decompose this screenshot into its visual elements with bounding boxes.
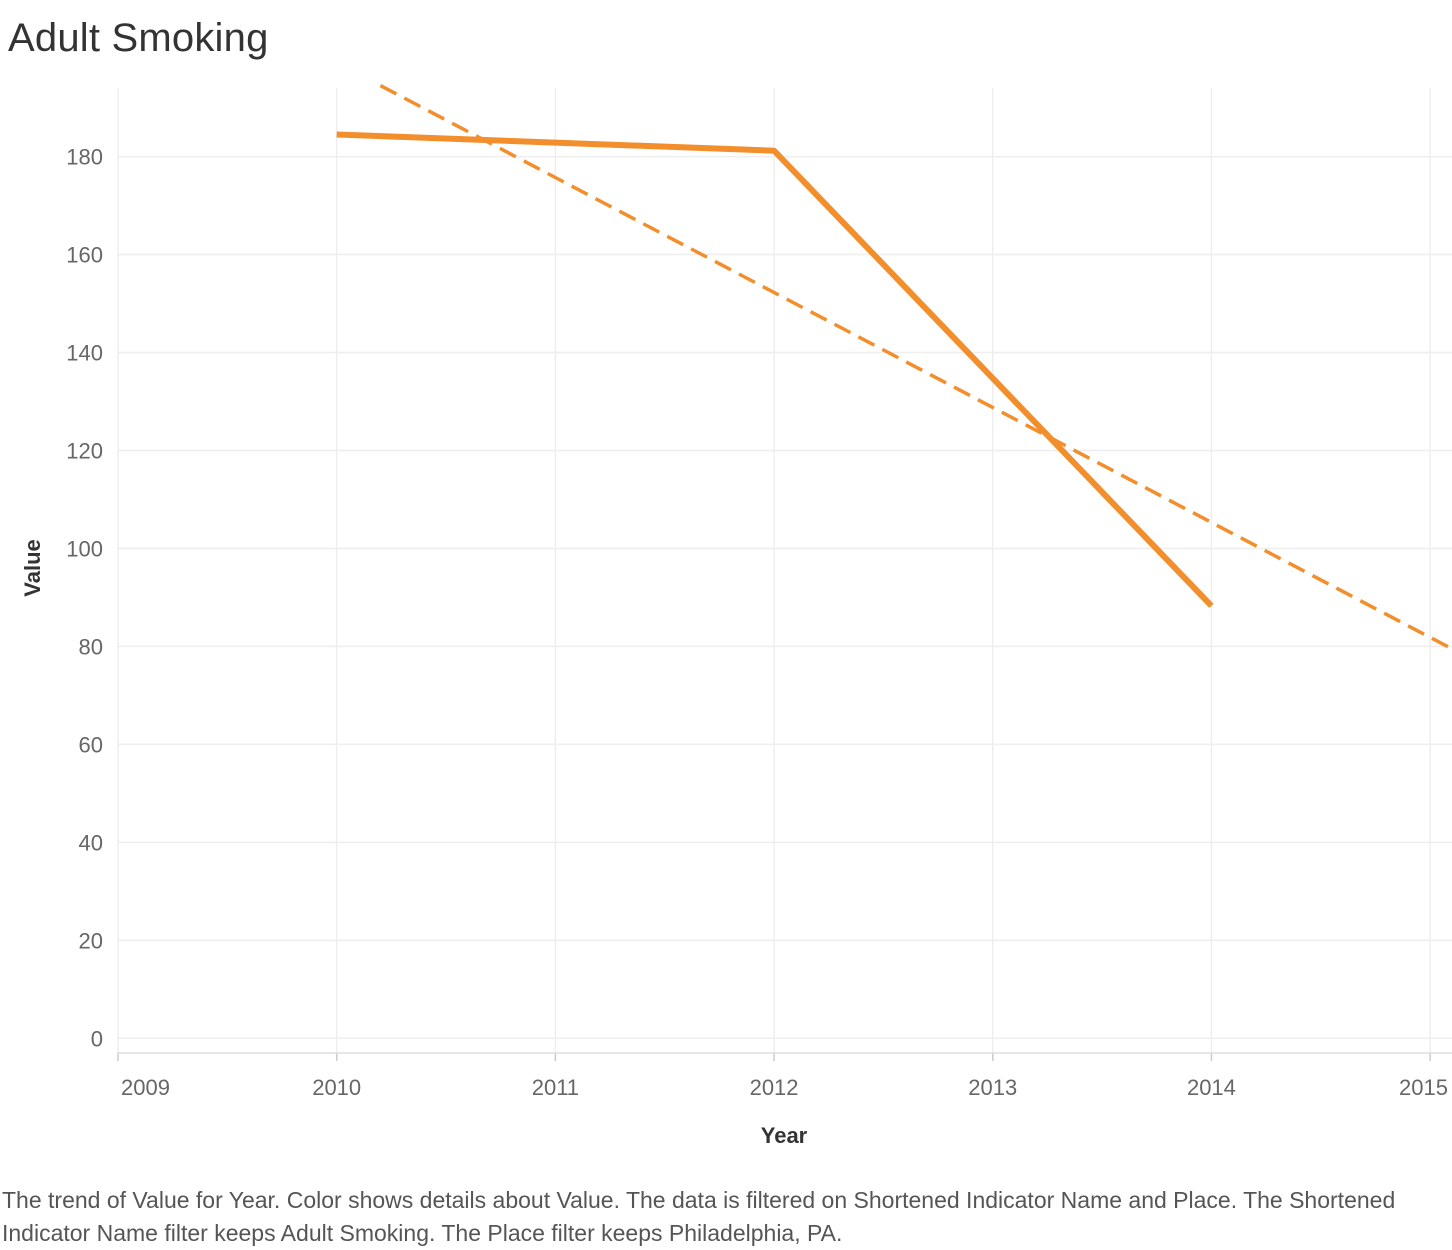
y-tick-label: 0 — [91, 1026, 103, 1051]
series-group — [336, 131, 1214, 608]
y-axis-title: Value — [20, 539, 45, 596]
trend-line-group — [379, 84, 1452, 651]
x-tick-label: 2012 — [750, 1075, 799, 1100]
x-axis-title: Year — [761, 1123, 808, 1148]
x-tick-label: 2011 — [532, 1075, 579, 1100]
chart-title: Adult Smoking — [8, 16, 269, 60]
chart-caption: The trend of Value for Year. Color shows… — [2, 1187, 1396, 1246]
y-tick-label: 180 — [66, 145, 103, 170]
x-tick-label: 2014 — [1187, 1075, 1236, 1100]
tick-labels: 0 20 40 60 80 100 120 140 160 180 2009 2010 2011 2012… — [66, 145, 1448, 1100]
x-tick-label: 2013 — [968, 1075, 1017, 1100]
gridlines — [117, 88, 1452, 1053]
x-tick-label: 2009 — [121, 1075, 170, 1100]
y-tick-label: 60 — [79, 732, 103, 757]
y-tick-label: 80 — [79, 634, 103, 659]
y-tick-label: 100 — [66, 536, 103, 561]
x-tick-label: 2015 — [1399, 1075, 1448, 1100]
axes — [117, 1052, 1452, 1061]
trend-line — [379, 84, 1452, 651]
y-tick-label: 160 — [66, 243, 103, 268]
line-chart: 0 20 40 60 80 100 120 140 160 180 2009 2010 2011 2012… — [20, 84, 1452, 1148]
y-tick-label: 120 — [66, 438, 103, 463]
y-tick-label: 20 — [79, 928, 103, 953]
x-tick-label: 2010 — [312, 1075, 361, 1100]
y-tick-label: 40 — [79, 830, 103, 855]
y-tick-label: 140 — [66, 341, 103, 366]
